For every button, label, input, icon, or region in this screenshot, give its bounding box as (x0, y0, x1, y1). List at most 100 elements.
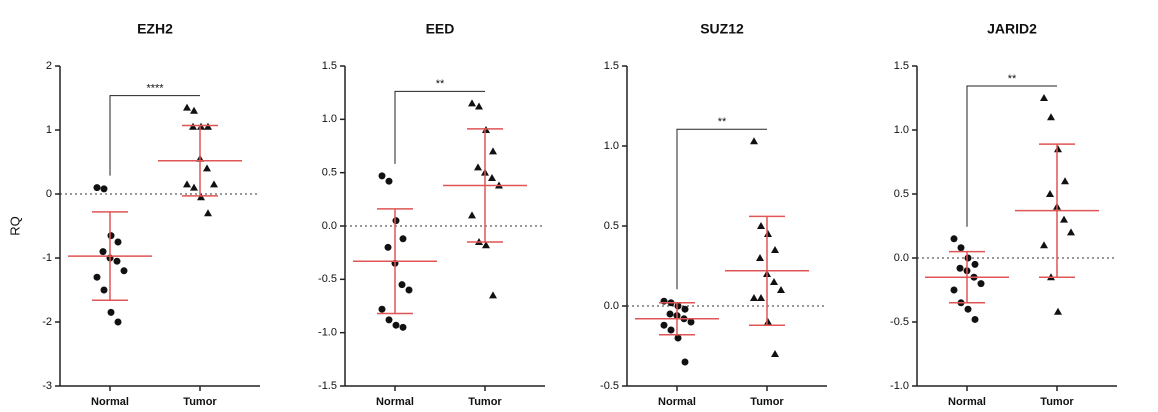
y-tick-label: 0 (46, 188, 52, 200)
data-point (977, 280, 985, 288)
y-tick-label: 0.5 (322, 167, 337, 179)
significance-label: ** (718, 116, 727, 128)
data-point (489, 147, 497, 155)
significance-label: ** (1008, 73, 1017, 85)
data-point (190, 183, 198, 191)
data-point (204, 122, 212, 130)
data-point (93, 273, 101, 281)
y-tick-label: -1 (42, 252, 52, 264)
data-point (950, 235, 958, 243)
x-tick-label: Normal (948, 396, 986, 408)
data-point (475, 102, 483, 110)
data-point (399, 235, 407, 243)
y-tick-label: 2 (46, 60, 52, 72)
data-point (666, 310, 674, 318)
data-point (667, 326, 675, 334)
data-point (1040, 94, 1048, 101)
data-point (93, 184, 101, 192)
data-point (197, 193, 205, 201)
data-point (681, 358, 689, 366)
data-point (1047, 113, 1055, 121)
data-point (757, 294, 765, 301)
data-point (405, 286, 413, 294)
y-tick-label: 0.0 (894, 252, 909, 264)
data-point (378, 305, 386, 313)
data-point (468, 99, 476, 107)
data-point (674, 334, 682, 342)
y-tick-label: -1.5 (318, 380, 337, 392)
data-point (957, 244, 965, 252)
data-point (764, 230, 772, 237)
chart-title: SUZ12 (700, 21, 744, 37)
significance-label: ** (436, 78, 445, 90)
data-point (956, 264, 964, 272)
data-point (384, 243, 392, 251)
data-point (114, 318, 122, 326)
y-tick-label: -3 (42, 380, 52, 392)
data-point (183, 180, 191, 188)
data-point (1067, 228, 1075, 236)
y-tick-label: 1 (46, 124, 52, 136)
y-tick-label: 0.5 (894, 188, 909, 200)
data-point (1040, 241, 1048, 249)
data-point (210, 180, 218, 188)
data-point (964, 305, 972, 313)
data-point (687, 318, 695, 326)
x-tick-label: Normal (658, 396, 696, 408)
data-point (399, 323, 407, 331)
x-tick-label: Normal (376, 396, 414, 408)
data-point (114, 238, 122, 246)
data-point (750, 137, 758, 145)
data-point (120, 267, 128, 275)
x-tick-label: Tumor (468, 396, 502, 408)
y-tick-label: -0.5 (890, 316, 909, 328)
data-point (392, 321, 400, 329)
data-point (1054, 307, 1062, 315)
data-point (950, 286, 958, 294)
data-point (203, 164, 211, 172)
data-point (757, 222, 765, 229)
data-point (681, 305, 689, 313)
data-point (971, 260, 979, 268)
significance-bracket (676, 128, 767, 290)
y-tick-label: 1.5 (894, 60, 909, 72)
data-point (964, 254, 972, 262)
data-point (482, 241, 490, 249)
data-point (488, 174, 496, 181)
chart-title: JARID2 (987, 21, 1037, 37)
y-tick-label: 1.0 (322, 113, 337, 125)
data-point (1054, 145, 1062, 153)
chart-title: EED (426, 21, 455, 37)
data-point (1061, 177, 1069, 185)
x-tick-label: Tumor (183, 396, 217, 408)
x-tick-label: Tumor (750, 396, 784, 408)
y-tick-label: 1.5 (604, 60, 619, 72)
data-point (190, 106, 198, 114)
data-point (468, 211, 476, 219)
significance-bracket (109, 95, 200, 176)
data-point (107, 308, 115, 316)
significance-bracket (394, 90, 485, 164)
x-tick-label: Normal (91, 396, 129, 408)
data-point (489, 291, 497, 299)
data-point (771, 350, 779, 357)
data-point (189, 122, 197, 130)
data-point (113, 257, 121, 265)
data-point (398, 281, 406, 289)
y-tick-label: -1.0 (890, 380, 909, 392)
data-point (750, 294, 758, 301)
y-tick-label: -2 (42, 316, 52, 328)
y-axis-label: RQ (7, 216, 22, 236)
data-point (764, 318, 772, 325)
data-point (100, 185, 108, 193)
y-tick-label: 1.0 (604, 140, 619, 152)
data-point (378, 172, 386, 180)
y-tick-label: 0.0 (604, 300, 619, 312)
data-point (385, 177, 393, 185)
x-tick-label: Tumor (1040, 396, 1074, 408)
y-tick-label: -0.5 (318, 273, 337, 285)
significance-bracket (966, 85, 1057, 227)
data-point (197, 122, 205, 130)
y-tick-label: -1.0 (318, 327, 337, 339)
data-point (392, 217, 400, 225)
